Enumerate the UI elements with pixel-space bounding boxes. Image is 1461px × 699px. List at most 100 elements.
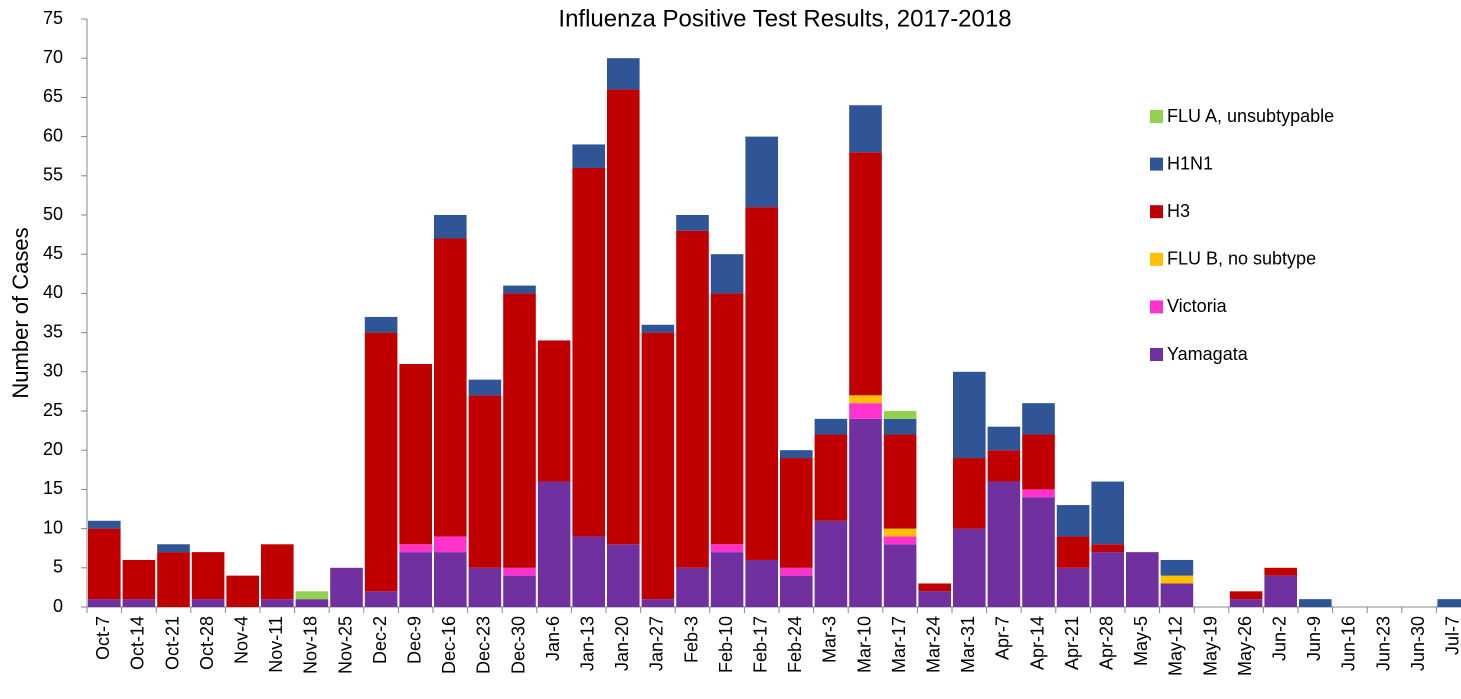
- bar-segment: [710, 552, 744, 607]
- bar-segment: [1264, 567, 1297, 576]
- legend-label: FLU B, no subtype: [1167, 249, 1316, 269]
- bar-segment: [1229, 591, 1263, 600]
- bar-segment: [364, 591, 398, 607]
- bar-segment: [987, 450, 1021, 482]
- y-tick-label: 35: [43, 321, 63, 341]
- x-tick-label: Feb-3: [681, 616, 701, 663]
- bar-segment: [399, 552, 432, 607]
- bar-segment: [987, 426, 1021, 451]
- x-tick-label: Jan-6: [543, 616, 563, 661]
- bar-segment: [1022, 434, 1055, 490]
- bar-segment: [191, 552, 225, 600]
- x-tick-label: Apr-28: [1096, 616, 1116, 670]
- y-tick-label: 60: [43, 125, 63, 145]
- bar-segment: [918, 583, 951, 592]
- bar-segment: [1091, 481, 1124, 545]
- bar-segment: [710, 544, 744, 553]
- x-tick-label: Mar-24: [923, 616, 943, 673]
- x-tick-label: Jun-23: [1373, 616, 1393, 671]
- x-tick-label: Jun-2: [1269, 616, 1289, 661]
- x-tick-label: Oct-28: [197, 616, 217, 670]
- x-tick-label: Dec-2: [370, 616, 390, 664]
- bar-segment: [953, 528, 986, 607]
- bar-segment: [883, 544, 917, 607]
- bar-segment: [295, 599, 329, 607]
- bar-segment: [434, 536, 467, 553]
- x-tick-label: Jun-9: [1304, 616, 1324, 661]
- bar-segment: [883, 418, 917, 435]
- bar-segment: [641, 332, 675, 600]
- x-tick-label: Oct-14: [128, 616, 148, 670]
- bar-segment: [88, 520, 121, 529]
- y-tick-label: 65: [43, 86, 63, 106]
- bar-segment: [503, 575, 536, 607]
- x-tick-label: Nov-25: [335, 616, 355, 674]
- bar-segment: [918, 591, 951, 607]
- y-axis-label: Number of Cases: [8, 227, 33, 398]
- bar-segment: [1091, 544, 1124, 553]
- x-tick-label: May-5: [1131, 616, 1151, 666]
- bar-segment: [780, 575, 813, 607]
- y-tick-label: 40: [43, 282, 63, 302]
- bar-segment: [1056, 567, 1090, 607]
- bar-segment: [953, 371, 986, 459]
- x-tick-label: Jul-7: [1442, 616, 1461, 655]
- bar-segment: [607, 544, 640, 607]
- x-tick-label: Nov-18: [301, 616, 321, 674]
- x-tick-label: Jun-16: [1339, 616, 1359, 671]
- legend-swatch: [1150, 205, 1163, 219]
- bar-segment: [503, 285, 536, 294]
- bar-segment: [572, 536, 605, 607]
- bar-segment: [572, 144, 605, 168]
- bar-segment: [468, 567, 502, 607]
- bar-segment: [191, 599, 225, 607]
- x-tick-label: Feb-10: [716, 616, 736, 673]
- bar-segment: [1160, 575, 1194, 584]
- bar-segment: [122, 559, 156, 600]
- legend-swatch: [1150, 110, 1163, 123]
- y-tick-label: 75: [43, 8, 63, 28]
- legend-swatch: [1150, 300, 1163, 314]
- bar-segment: [1160, 583, 1194, 607]
- y-tick-label: 10: [43, 517, 63, 537]
- bar-segment: [330, 567, 363, 607]
- x-tick-label: Mar-3: [820, 616, 840, 663]
- bar-segment: [468, 379, 502, 396]
- bar-segment: [295, 591, 329, 600]
- y-tick-label: 30: [43, 361, 63, 381]
- bar-segment: [122, 599, 156, 607]
- bar-segment: [1022, 497, 1055, 607]
- bar-segment: [537, 481, 571, 607]
- legend-swatch: [1150, 348, 1163, 361]
- legend-swatch: [1150, 157, 1163, 171]
- bar-segment: [814, 418, 848, 435]
- bar-segment: [607, 58, 640, 90]
- x-tick-label: Mar-10: [854, 616, 874, 673]
- bar-segment: [814, 520, 848, 607]
- bar-segment: [537, 340, 571, 482]
- bar-segment: [261, 544, 294, 600]
- bar-segment: [1437, 599, 1461, 607]
- bar-segment: [1056, 536, 1090, 568]
- y-tick-label: 25: [43, 400, 63, 420]
- bar-segment: [814, 434, 848, 521]
- bar-segment: [849, 105, 882, 153]
- x-tick-label: Mar-31: [958, 616, 978, 673]
- legend-label: H3: [1167, 201, 1190, 221]
- chart-title: Influenza Positive Test Results, 2017-20…: [558, 5, 1011, 32]
- bar-segment: [399, 544, 432, 553]
- bar-segment: [676, 567, 709, 607]
- bar-segment: [226, 575, 259, 607]
- bar-segment: [1056, 505, 1090, 537]
- bar-segment: [745, 207, 778, 560]
- bar-segment: [157, 544, 190, 553]
- y-tick-label: 55: [43, 165, 63, 185]
- x-tick-label: Dec-9: [404, 616, 424, 664]
- bar-segment: [849, 152, 882, 396]
- bar-segment: [364, 332, 398, 592]
- bar-segment: [399, 363, 432, 545]
- bar-segment: [987, 481, 1021, 607]
- bar-segment: [849, 395, 882, 404]
- bar-segment: [1022, 489, 1055, 498]
